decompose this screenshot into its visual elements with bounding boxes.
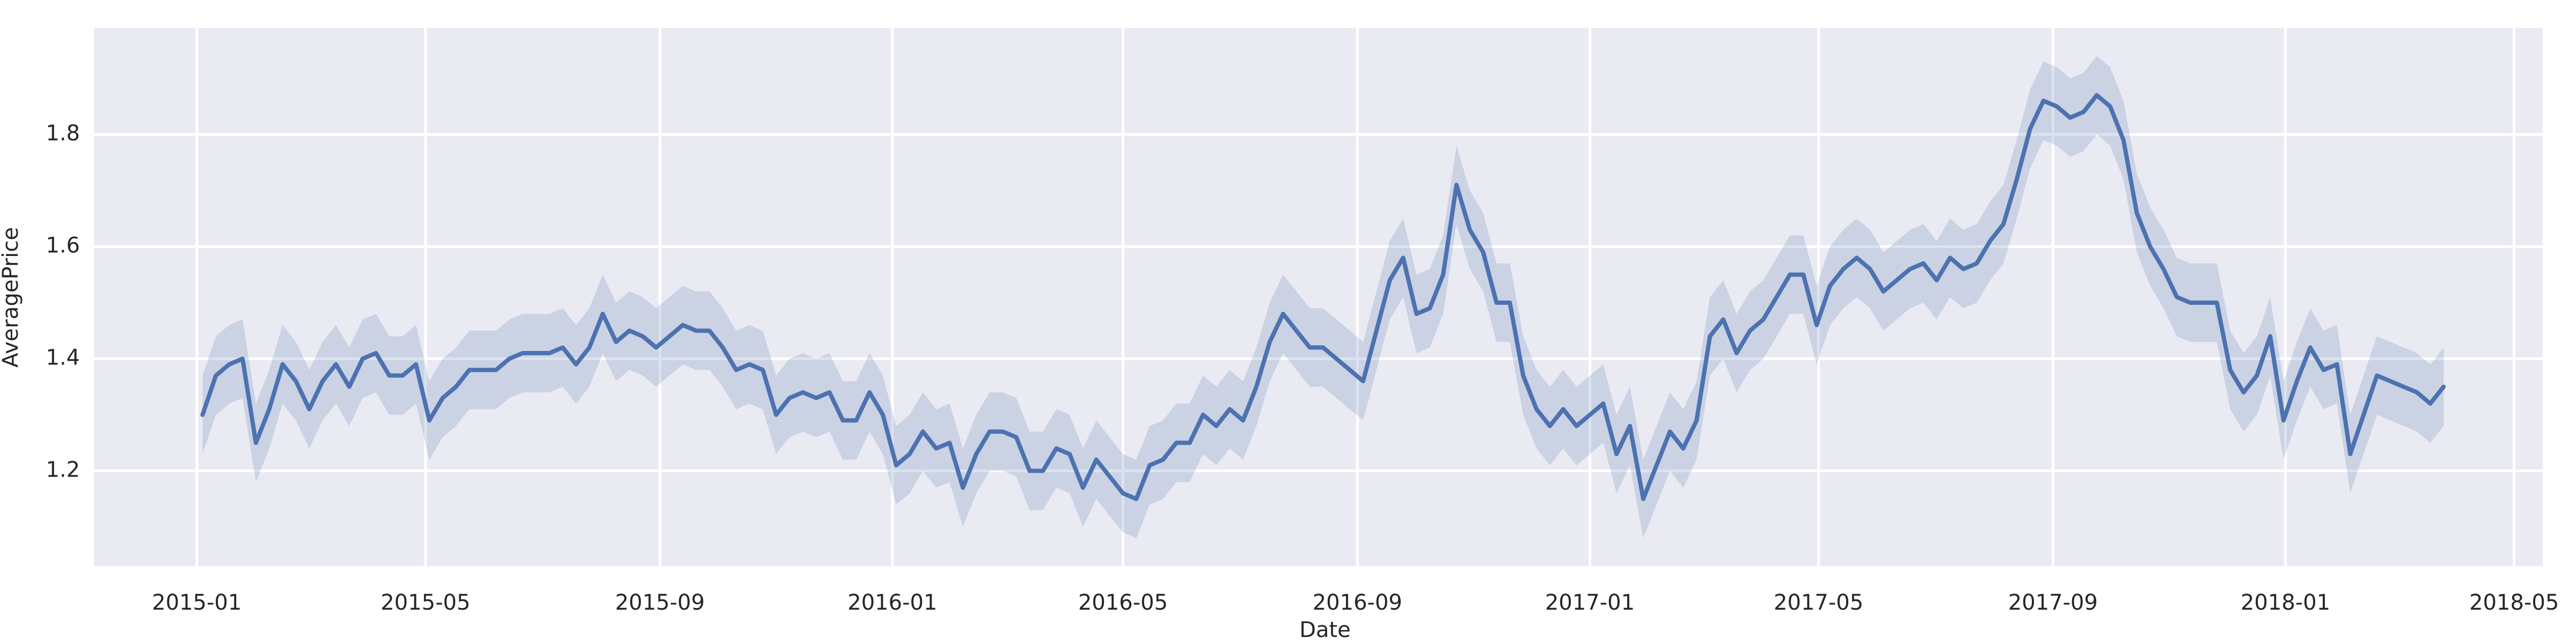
y-tick-label: 1.2 xyxy=(46,457,80,482)
x-tick-label: 2015-01 xyxy=(152,590,241,615)
x-tick-label: 2016-01 xyxy=(847,590,937,615)
y-axis-label: AveragePrice xyxy=(0,227,23,368)
y-tick-label: 1.8 xyxy=(46,121,80,146)
x-tick-label: 2017-05 xyxy=(1774,590,1863,615)
y-tick-label: 1.6 xyxy=(46,233,80,258)
x-tick-label: 2016-09 xyxy=(1313,590,1402,615)
x-tick-label: 2018-01 xyxy=(2241,590,2330,615)
x-tick-label: 2017-09 xyxy=(2008,590,2098,615)
y-tick-label: 1.4 xyxy=(46,345,80,370)
plot-area xyxy=(94,28,2543,566)
x-tick-label: 2018-05 xyxy=(2469,590,2559,615)
x-tick-label: 2015-09 xyxy=(615,590,705,615)
x-tick-label: 2016-05 xyxy=(1078,590,1168,615)
x-tick-label: 2017-01 xyxy=(1545,590,1635,615)
marks xyxy=(200,56,2446,538)
x-axis-label: Date xyxy=(1299,618,1351,642)
x-tick-label: 2015-05 xyxy=(380,590,470,615)
grid xyxy=(94,28,2543,566)
line xyxy=(200,93,2446,501)
